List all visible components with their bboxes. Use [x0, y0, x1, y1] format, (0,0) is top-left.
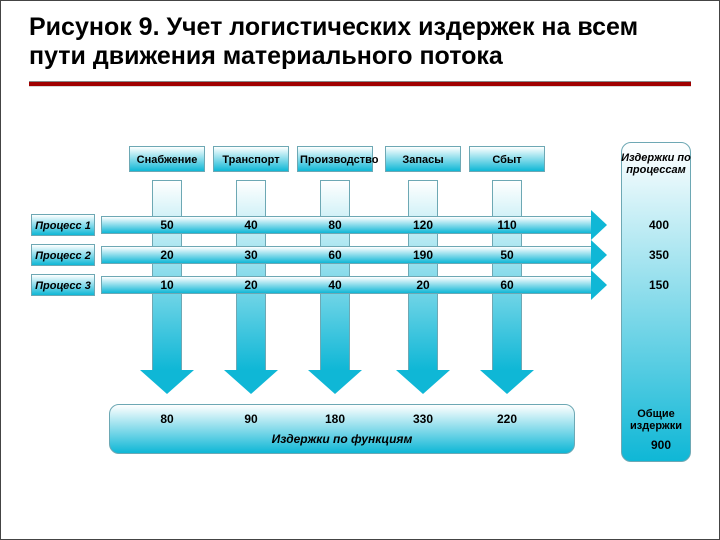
down-arrow-body	[236, 180, 266, 370]
function-total: 90	[226, 412, 276, 426]
accent-divider	[29, 81, 691, 87]
process-total: 400	[634, 218, 684, 232]
cost-cell: 50	[487, 248, 527, 262]
function-totals-label: Издержки по функциям	[109, 432, 575, 446]
cost-cell: 60	[315, 248, 355, 262]
function-header: Транспорт	[213, 146, 289, 172]
cost-cell: 50	[147, 218, 187, 232]
cost-matrix-diagram: Издержки по процессам Снабжение Транспорт П…	[31, 146, 691, 506]
down-arrow-body	[408, 180, 438, 370]
right-arrow-head	[591, 270, 607, 300]
function-header: Сбыт	[469, 146, 545, 172]
function-total: 330	[398, 412, 448, 426]
function-header: Производство	[297, 146, 373, 172]
down-arrow-body	[492, 180, 522, 370]
function-total: 80	[142, 412, 192, 426]
down-arrow-head	[140, 370, 194, 394]
down-arrow-body	[320, 180, 350, 370]
cost-cell: 10	[147, 278, 187, 292]
process-totals-label: Издержки по процессам	[621, 152, 691, 176]
process-total: 150	[634, 278, 684, 292]
function-header: Запасы	[385, 146, 461, 172]
cost-cell: 20	[403, 278, 443, 292]
function-header: Снабжение	[129, 146, 205, 172]
cost-cell: 40	[231, 218, 271, 232]
process-label: Процесс 3	[31, 274, 95, 296]
cost-cell: 190	[403, 248, 443, 262]
down-arrow-body	[152, 180, 182, 370]
grand-total-label: Общие издержки	[621, 408, 691, 432]
process-label: Процесс 2	[31, 244, 95, 266]
down-arrow-head	[396, 370, 450, 394]
cost-cell: 120	[403, 218, 443, 232]
page-title: Рисунок 9. Учет логистических издержек н…	[29, 13, 691, 71]
process-label: Процесс 1	[31, 214, 95, 236]
cost-cell: 60	[487, 278, 527, 292]
cost-cell: 30	[231, 248, 271, 262]
function-total: 180	[310, 412, 360, 426]
grand-total-value: 900	[636, 438, 686, 452]
cost-cell: 80	[315, 218, 355, 232]
down-arrow-head	[308, 370, 362, 394]
down-arrow-head	[480, 370, 534, 394]
process-total: 350	[634, 248, 684, 262]
cost-cell: 40	[315, 278, 355, 292]
cost-cell: 110	[487, 218, 527, 232]
cost-cell: 20	[231, 278, 271, 292]
cost-cell: 20	[147, 248, 187, 262]
down-arrow-head	[224, 370, 278, 394]
right-arrow-head	[591, 240, 607, 270]
right-arrow-head	[591, 210, 607, 240]
function-total: 220	[482, 412, 532, 426]
